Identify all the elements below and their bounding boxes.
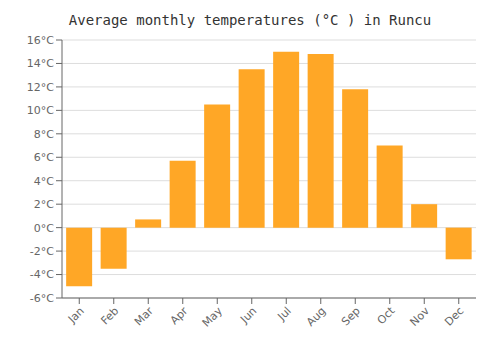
- svg-text:-6°C: -6°C: [30, 292, 54, 305]
- svg-text:14°C: 14°C: [27, 57, 54, 70]
- svg-text:May: May: [200, 304, 226, 330]
- svg-text:Jul: Jul: [275, 304, 294, 323]
- svg-text:8°C: 8°C: [34, 128, 54, 141]
- svg-text:4°C: 4°C: [34, 175, 54, 188]
- html-text:Average monthly temperatures (: Average monthly temperatures (°C ) in Ru…: [68, 12, 432, 28]
- svg-text:16°C: 16°C: [27, 34, 54, 47]
- svg-text:Jan: Jan: [65, 304, 87, 326]
- svg-text:Sep: Sep: [339, 304, 363, 328]
- svg-text:Mar: Mar: [132, 304, 156, 328]
- svg-text:-4°C: -4°C: [30, 268, 54, 281]
- svg-text:Nov: Nov: [408, 304, 433, 329]
- svg-text:Jun: Jun: [237, 304, 259, 326]
- svg-text:6°C: 6°C: [34, 151, 54, 164]
- svg-text:Oct: Oct: [375, 304, 398, 327]
- svg-text:2°C: 2°C: [34, 198, 54, 211]
- svg-text:Dec: Dec: [442, 304, 466, 328]
- svg-text:0°C: 0°C: [34, 222, 54, 235]
- svg-text:Aug: Aug: [304, 304, 328, 328]
- svg-text:10°C: 10°C: [27, 104, 54, 117]
- svg-text:12°C: 12°C: [27, 81, 54, 94]
- svg-text:Feb: Feb: [98, 304, 121, 327]
- svg-text:-2°C: -2°C: [30, 245, 54, 258]
- svg-text:Apr: Apr: [168, 304, 191, 327]
